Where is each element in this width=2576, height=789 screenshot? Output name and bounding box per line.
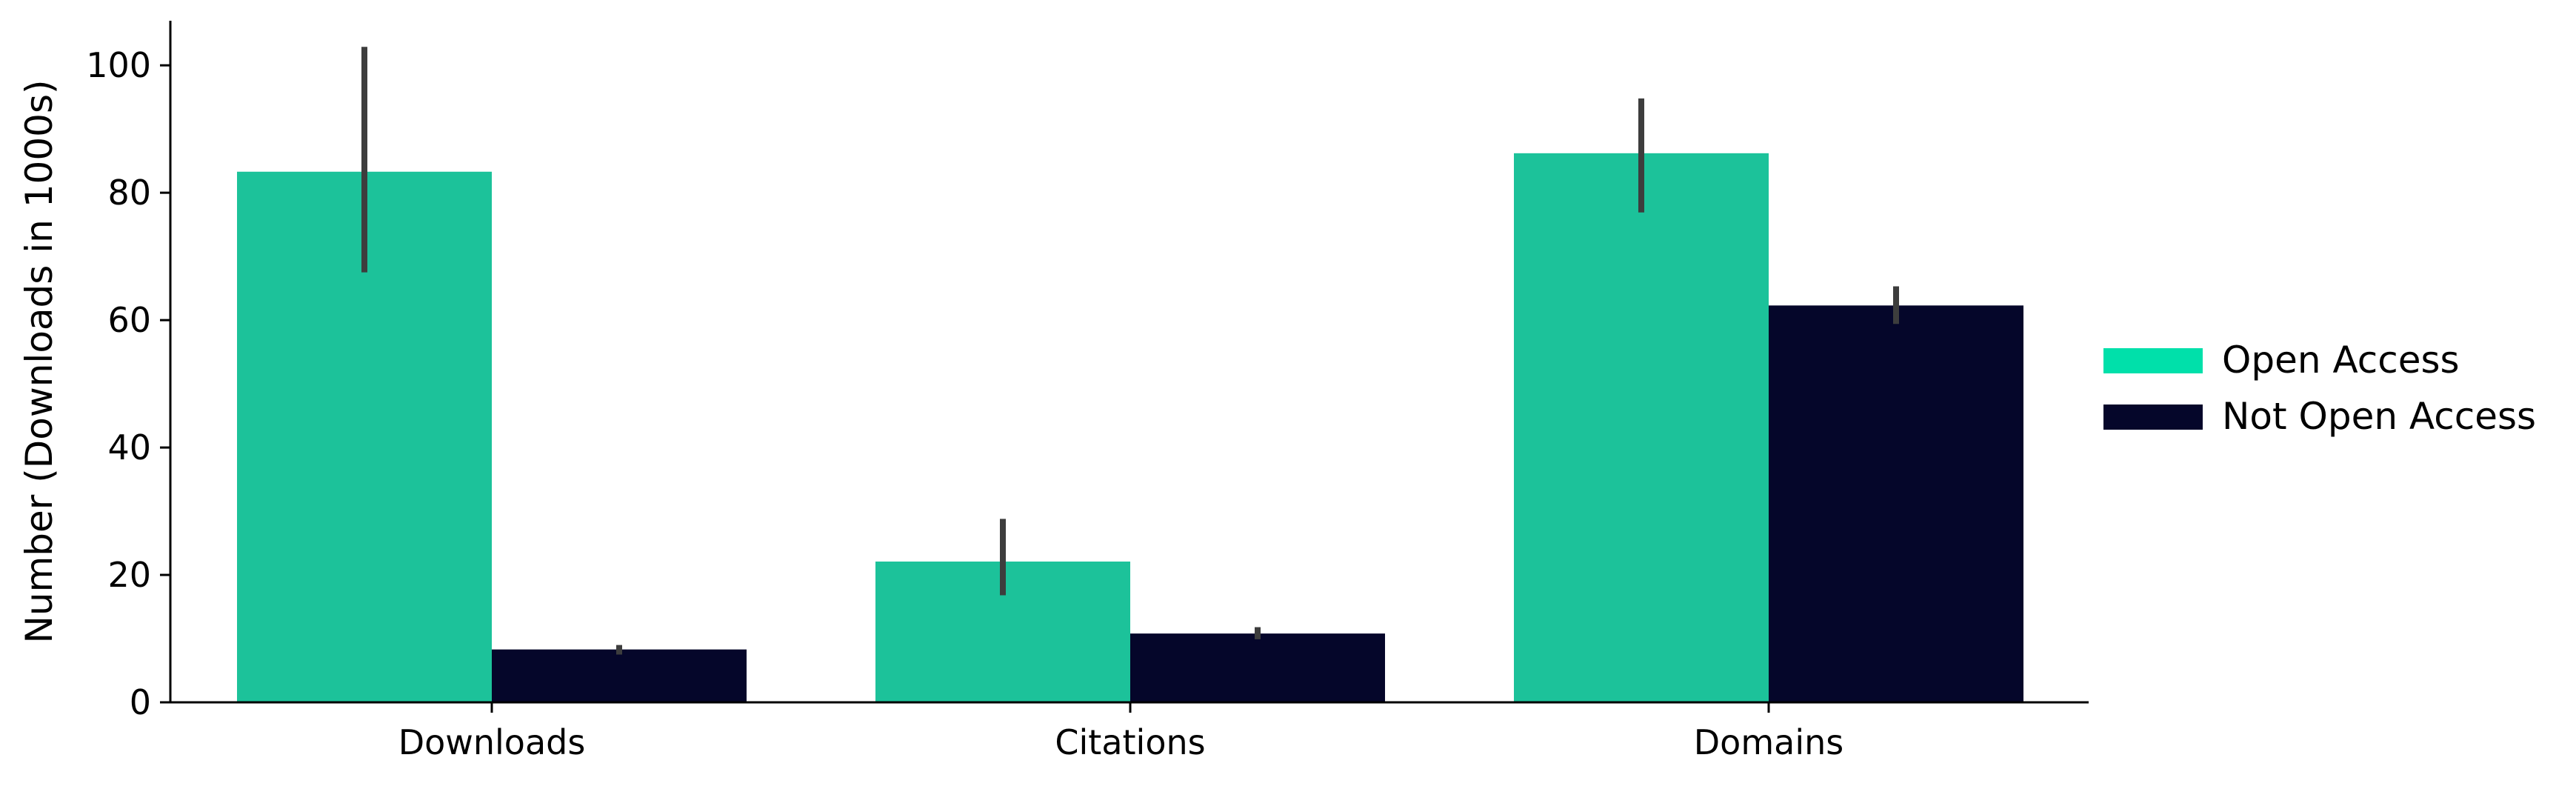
legend-swatch-open-access — [2103, 348, 2203, 373]
error-bars-layer — [361, 47, 1899, 655]
y-axis-label: Number (Downloads in 1000s) — [18, 79, 61, 643]
bars-layer — [237, 153, 2023, 703]
y-tick-label: 100 — [86, 45, 151, 85]
x-tick-label: Citations — [1055, 722, 1205, 762]
y-tick-label: 0 — [130, 682, 151, 722]
bar-domains-not-open-access — [1769, 305, 2023, 703]
legend: Open Access Not Open Access — [2103, 339, 2536, 438]
legend-swatch-not-open-access — [2103, 405, 2203, 430]
bar-citations-not-open-access — [1130, 633, 1385, 702]
y-ticks: 0 20 40 60 80 100 — [86, 45, 170, 722]
x-tick-label: Domains — [1694, 722, 1843, 762]
y-tick-label: 20 — [107, 555, 151, 595]
y-tick-label: 60 — [107, 300, 151, 340]
y-tick-label: 80 — [107, 173, 151, 213]
x-tick-label: Downloads — [398, 722, 586, 762]
legend-label-not-open-access: Not Open Access — [2222, 395, 2536, 438]
bar-downloads-not-open-access — [492, 649, 747, 702]
legend-label-open-access: Open Access — [2222, 339, 2460, 382]
y-tick-label: 40 — [107, 427, 151, 467]
bar-domains-open-access — [1514, 153, 1769, 702]
x-ticks: Downloads Citations Domains — [398, 702, 1843, 762]
